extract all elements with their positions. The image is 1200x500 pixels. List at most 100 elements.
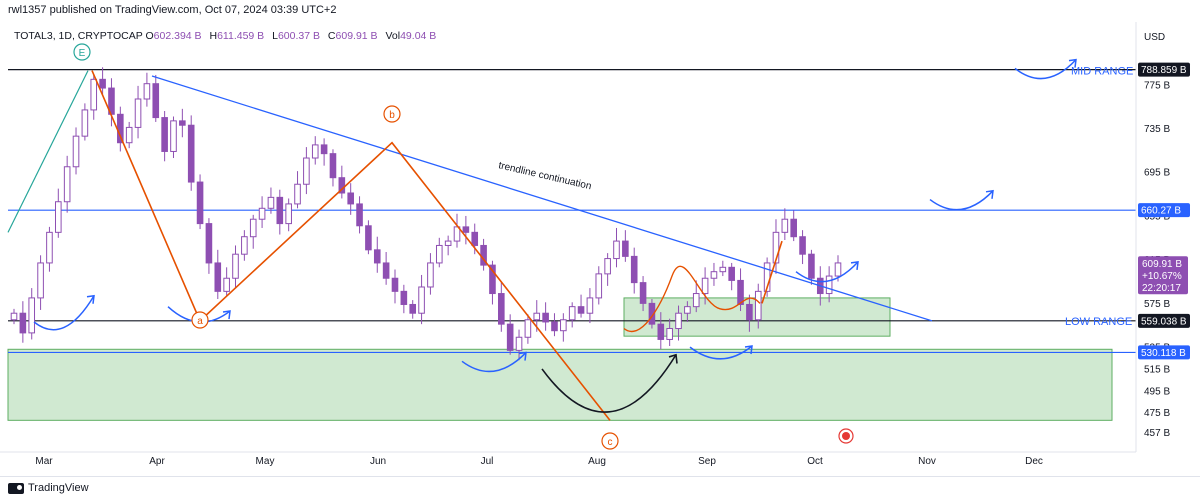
black-arrowhead (668, 353, 678, 364)
y-tick-label: 575 B (1144, 299, 1170, 310)
candle (427, 253, 434, 295)
arrowhead (1068, 58, 1077, 68)
candle (639, 276, 647, 312)
svg-text:E: E (79, 48, 86, 59)
svg-text:609.91 B: 609.91 B (1142, 259, 1182, 270)
candle (161, 111, 168, 162)
candle (737, 268, 744, 312)
candle (489, 260, 496, 305)
curved-arrow (795, 261, 859, 283)
x-tick-label: Sep (698, 456, 716, 467)
svg-text:559.038 B: 559.038 B (1141, 316, 1187, 327)
candle (622, 230, 629, 262)
y-tick-label: 457 B (1144, 428, 1170, 439)
x-tick-label: Nov (918, 456, 936, 467)
candle (498, 281, 505, 332)
support-zone-large (7, 348, 1113, 421)
open-label: O (145, 30, 154, 42)
candle (28, 288, 36, 340)
svg-text:+10.67%: +10.67% (1142, 271, 1182, 282)
wave-label-a: a (191, 311, 209, 329)
candle (435, 237, 443, 268)
svg-text:530.118 B: 530.118 B (1141, 348, 1186, 359)
candle (382, 252, 390, 285)
wave-label-e: E (73, 43, 91, 61)
candle (799, 230, 806, 265)
candle (781, 208, 789, 240)
wave-curve (623, 265, 761, 332)
x-tick-label: Apr (149, 456, 165, 467)
candle (808, 249, 815, 285)
low-label: L (272, 30, 278, 42)
candle (329, 149, 337, 187)
candle (303, 147, 310, 195)
level-price-tag: 530.118 B (1138, 345, 1190, 360)
tradingview-logo-icon (8, 482, 24, 494)
candle (551, 313, 558, 337)
candle (772, 219, 780, 274)
svg-text:c: c (608, 437, 613, 448)
candle (568, 302, 576, 328)
curved-arrow (461, 352, 527, 373)
candle (187, 115, 195, 191)
currency-label: USD (1144, 32, 1165, 43)
x-tick-label: Dec (1025, 456, 1043, 467)
high-label: H (209, 30, 218, 42)
low-range-label: LOW RANGE (1065, 316, 1132, 328)
x-tick-label: Oct (807, 456, 823, 467)
candle (613, 227, 620, 268)
candle (666, 318, 673, 347)
symbol-label: TOTAL3, 1D, CRYPTOCAP (14, 30, 143, 42)
svg-text:660.27 B: 660.27 B (1141, 206, 1181, 217)
low-value: 600.37 B (277, 30, 320, 42)
candle (311, 136, 319, 165)
high-value: 611.459 B (217, 30, 265, 42)
tradingview-logo[interactable]: TradingView (8, 482, 89, 494)
svg-text:22:20:17: 22:20:17 (1142, 283, 1181, 294)
candle (10, 308, 18, 325)
candle (214, 249, 222, 300)
candle (152, 74, 160, 122)
arrowhead (222, 310, 231, 320)
y-tick-label: 775 B (1144, 80, 1170, 91)
candle (391, 269, 399, 304)
curved-arrow (929, 190, 994, 211)
candle (365, 220, 372, 255)
candle (754, 283, 762, 329)
candle (515, 329, 523, 361)
curved-arrow (33, 295, 95, 331)
candle (81, 103, 89, 141)
candle (373, 236, 381, 273)
level-price-tag: 660.27 B (1138, 203, 1190, 218)
y-tick-label: 735 B (1144, 124, 1170, 135)
close-label: C (327, 30, 336, 42)
candle (560, 313, 567, 342)
current-price-tag: 609.91 B+10.67%22:20:17 (1138, 256, 1188, 295)
candle (444, 235, 452, 256)
footer-bar: TradingView (0, 476, 1200, 500)
vol-label: Vol (385, 30, 401, 42)
candle (710, 262, 718, 286)
candle (506, 314, 514, 355)
descending-trendline (151, 75, 933, 322)
candle (223, 267, 230, 296)
y-tick-label: 695 B (1144, 168, 1170, 179)
candle (577, 294, 585, 318)
candle (72, 127, 80, 175)
black-curved-arrow (541, 354, 677, 413)
candle (524, 314, 532, 344)
candle (196, 174, 204, 230)
x-tick-label: Jun (370, 456, 386, 467)
vol-value: 49.04 B (400, 30, 437, 42)
x-tick-label: Mar (35, 456, 53, 467)
wave-extension (761, 240, 783, 304)
y-tick-label: 495 B (1144, 386, 1170, 397)
candle (241, 230, 248, 261)
event-flag-icon (838, 428, 854, 444)
level-price-tag: 788.859 B (1138, 62, 1190, 77)
wave-label-b: b (383, 105, 401, 123)
wave-path (91, 70, 611, 421)
close-value: 609.91 B (335, 30, 378, 42)
y-tick-label: 515 B (1144, 364, 1170, 375)
